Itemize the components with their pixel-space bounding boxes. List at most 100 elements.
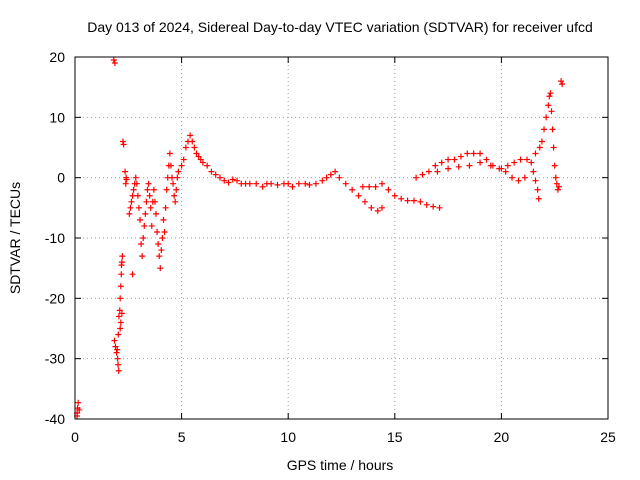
data-point-plus-marker	[502, 168, 509, 175]
data-point-plus-marker	[169, 174, 176, 181]
data-point-plus-marker	[391, 192, 398, 199]
data-point-plus-marker	[134, 192, 141, 199]
x-tick-label: 20	[494, 429, 510, 445]
data-point-plus-marker	[171, 192, 178, 199]
y-axis-label: SDTVAR / TECUs	[7, 182, 23, 294]
data-point-plus-marker	[268, 180, 275, 187]
data-point-plus-marker	[349, 186, 356, 193]
data-point-plus-marker	[306, 181, 313, 188]
data-point-plus-marker	[174, 174, 181, 181]
data-point-plus-marker	[161, 228, 168, 235]
data-point-plus-marker	[122, 180, 129, 187]
data-point-plus-marker	[374, 207, 381, 214]
y-tick-label: 0	[57, 170, 65, 186]
data-point-plus-marker	[143, 198, 150, 205]
data-point-plus-marker	[111, 337, 118, 344]
y-tick-label: 10	[49, 109, 65, 125]
data-point-plus-marker	[208, 168, 215, 175]
data-point-plus-marker	[119, 253, 126, 260]
data-point-plus-marker	[138, 241, 145, 248]
data-point-plus-marker	[156, 253, 163, 260]
data-point-plus-marker	[332, 168, 339, 175]
data-point-plus-marker	[132, 174, 139, 181]
data-point-plus-marker	[246, 180, 253, 187]
data-point-plus-marker	[151, 198, 158, 205]
data-point-plus-marker	[385, 186, 392, 193]
data-point-plus-marker	[166, 150, 173, 157]
data-point-plus-marker	[553, 180, 560, 187]
data-point-plus-marker	[312, 180, 319, 187]
data-point-plus-marker	[182, 144, 189, 151]
data-point-plus-marker	[212, 171, 219, 178]
data-point-plus-marker	[355, 192, 362, 199]
data-point-plus-marker	[483, 156, 490, 163]
data-point-plus-marker	[137, 216, 144, 223]
data-point-plus-marker	[551, 162, 558, 169]
data-point-plus-marker	[135, 204, 142, 211]
data-point-plus-marker	[550, 144, 557, 151]
data-point-plus-marker	[342, 180, 349, 187]
data-point-plus-marker	[285, 180, 292, 187]
data-point-plus-marker	[323, 174, 330, 181]
data-point-plus-marker	[253, 180, 260, 187]
data-point-plus-marker	[167, 162, 174, 169]
data-point-plus-marker	[127, 204, 134, 211]
data-point-plus-marker	[130, 186, 137, 193]
data-point-plus-marker	[229, 176, 236, 183]
data-point-plus-marker	[199, 159, 206, 166]
data-point-plus-marker	[457, 153, 464, 160]
data-point-plus-marker	[153, 210, 160, 217]
data-point-plus-marker	[140, 235, 147, 241]
data-point-plus-marker	[511, 159, 518, 166]
data-point-plus-marker	[123, 176, 130, 183]
data-point-plus-marker	[118, 271, 125, 278]
y-tick-label: 20	[49, 49, 65, 65]
data-point-plus-marker	[133, 180, 140, 187]
data-point-plus-marker	[425, 168, 432, 175]
data-point-plus-marker	[118, 310, 125, 317]
data-point-plus-marker	[517, 156, 524, 163]
y-tick-label: -40	[45, 411, 65, 427]
data-point-plus-marker	[361, 198, 368, 205]
data-point-plus-marker	[154, 228, 161, 235]
data-point-plus-marker	[146, 192, 153, 199]
data-point-plus-marker	[117, 283, 124, 290]
data-point-plus-marker	[204, 162, 211, 169]
data-point-plus-marker	[498, 165, 505, 172]
data-point-plus-marker	[295, 180, 302, 187]
data-point-plus-marker	[464, 150, 471, 157]
data-point-plus-marker	[549, 126, 556, 133]
data-point-plus-marker	[515, 177, 522, 184]
data-point-plus-marker	[75, 399, 82, 406]
x-tick-label: 10	[280, 429, 296, 445]
data-point-plus-marker	[115, 361, 122, 368]
data-point-plus-marker	[116, 307, 123, 314]
data-point-plus-marker	[141, 222, 148, 229]
axis-ticks	[74, 56, 609, 420]
data-point-plus-marker	[111, 60, 118, 67]
data-point-plus-marker	[191, 144, 198, 151]
data-point-plus-marker	[536, 144, 543, 151]
data-point-plus-marker	[504, 162, 511, 169]
data-point-plus-marker	[548, 108, 555, 115]
y-tick-label: -20	[45, 290, 65, 306]
data-point-plus-marker	[259, 183, 266, 190]
data-point-plus-marker	[538, 138, 545, 145]
data-point-plus-marker	[110, 57, 117, 64]
data-point-plus-marker	[419, 171, 426, 178]
data-point-plus-marker	[530, 168, 537, 175]
data-point-plus-marker	[150, 186, 157, 193]
data-point-plus-marker	[195, 153, 202, 160]
data-point-plus-marker	[170, 180, 177, 187]
data-point-plus-marker	[76, 406, 83, 413]
data-point-plus-marker	[509, 174, 516, 181]
grid-lines	[75, 57, 608, 419]
data-point-plus-marker	[142, 210, 149, 217]
data-point-plus-marker	[436, 204, 443, 211]
data-point-plus-marker	[117, 325, 124, 332]
data-point-plus-marker	[114, 346, 121, 353]
data-point-plus-marker	[119, 138, 126, 145]
x-tick-label: 5	[178, 429, 186, 445]
data-point-plus-marker	[455, 163, 462, 170]
chart-title: Day 013 of 2024, Sidereal Day-to-day VTE…	[87, 19, 593, 35]
